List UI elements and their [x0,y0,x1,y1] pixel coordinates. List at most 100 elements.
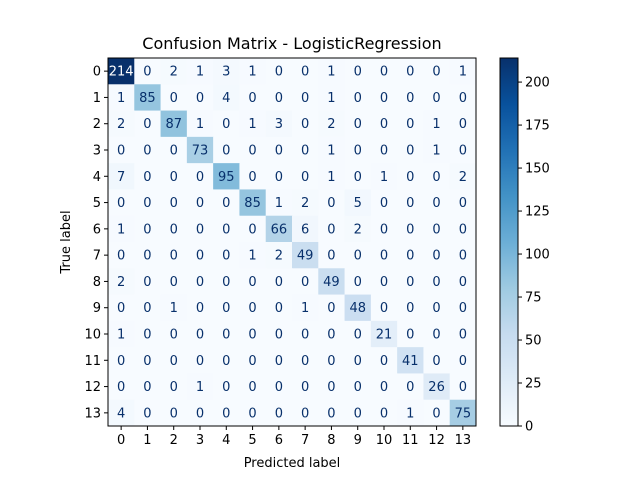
cell-value-label: 0 [380,196,388,211]
heatmap-cell [186,58,214,85]
cell-value-label: 0 [275,91,283,106]
cell-value-label: 0 [248,354,256,369]
heatmap-cell [344,294,372,322]
heatmap-cell [344,347,372,374]
heatmap-cell [318,320,346,348]
heatmap-cell [108,373,135,401]
cell-value-label: 1 [327,91,335,106]
heatmap-cell [292,58,319,85]
heatmap-cell [239,136,267,164]
cell-value-label: 0 [196,196,204,211]
heatmap-cell [213,373,240,401]
cell-value-label: 0 [170,170,178,185]
cell-value-label: 0 [143,354,151,369]
cell-value-label: 0 [380,65,388,80]
heatmap-cell [265,189,293,217]
heatmap-cell [265,268,293,296]
heatmap-cell [370,268,398,296]
heatmap-cell [449,58,477,85]
heatmap-cell [318,58,346,85]
heatmap-cell [134,242,162,269]
heatmap-cell [160,163,188,190]
cell-value-label: 0 [301,144,309,159]
heatmap-cell [186,215,214,243]
cell-value-label: 0 [170,91,178,106]
heatmap-cell [397,189,424,217]
heatmap-cell [134,294,162,322]
y-tick-label: 6 [93,222,101,237]
heatmap-cell [134,268,162,296]
heatmap-cell [423,189,451,217]
heatmap-cell [423,268,451,296]
heatmap-cell [186,189,214,217]
cell-value-label: 4 [222,91,230,106]
heatmap-cell [239,373,267,401]
cell-value-label: 2 [354,222,362,237]
heatmap-cell [344,84,372,112]
cell-value-label: 0 [143,406,151,421]
heatmap-cell [160,110,188,138]
heatmap-cell [265,373,293,401]
heatmap-cell [292,268,319,296]
cell-value-label: 0 [222,144,230,159]
heatmap-cell [423,373,451,401]
cell-value-label: 0 [275,144,283,159]
cell-value-label: 0 [459,380,467,395]
heatmap-cell [213,268,240,296]
x-tick-label: 12 [428,433,445,448]
cell-value-label: 0 [275,380,283,395]
heatmap-cell [423,347,451,374]
cell-value-label: 0 [459,196,467,211]
heatmap-cell [449,347,477,374]
heatmap-cell [397,242,424,269]
heatmap-cell [213,242,240,269]
cell-value-label: 6 [301,222,309,237]
colorbar [499,57,519,427]
heatmap-cell [370,294,398,322]
colorbar-tick-label: 50 [525,334,542,349]
heatmap-cell [397,215,424,243]
cell-value-label: 0 [275,354,283,369]
y-tick-label: 4 [93,170,101,185]
cell-value-label: 0 [380,275,388,290]
cell-value-label: 7 [117,170,125,185]
heatmap-cell [292,215,319,243]
cell-value-label: 0 [406,170,414,185]
cell-value-label: 85 [139,91,156,106]
cell-value-label: 0 [222,406,230,421]
heatmap-cell [160,58,188,85]
colorbar-tick-label: 75 [525,291,542,306]
heatmap-cell [370,399,398,427]
cell-value-label: 1 [275,196,283,211]
cell-value-label: 1 [248,249,256,264]
cell-value-label: 0 [301,65,309,80]
heatmap-cell [134,189,162,217]
heatmap-cell [134,399,162,427]
heatmap-cell [344,373,372,401]
heatmap-cell [318,242,346,269]
cell-value-label: 0 [117,380,125,395]
x-tick-label: 9 [354,433,362,448]
heatmap-cell [397,320,424,348]
heatmap-cell [423,163,451,190]
heatmap-cell [108,347,135,374]
cell-value-label: 214 [109,65,134,80]
heatmap-cell [186,84,214,112]
cell-value-label: 0 [380,406,388,421]
heatmap-cell [239,163,267,190]
cell-value-label: 0 [459,301,467,316]
colorbar-tick-label: 200 [525,76,550,91]
cell-value-label: 0 [354,406,362,421]
heatmap-cell [239,268,267,296]
cell-value-label: 0 [432,91,440,106]
cell-value-label: 0 [222,275,230,290]
heatmap-cell [186,294,214,322]
cell-value-label: 0 [406,380,414,395]
cell-value-label: 0 [222,196,230,211]
cell-value-label: 0 [248,222,256,237]
cell-value-label: 0 [432,222,440,237]
heatmap-cell [213,84,240,112]
heatmap-cell [397,163,424,190]
heatmap-cell [265,58,293,85]
heatmap-cell [186,399,214,427]
